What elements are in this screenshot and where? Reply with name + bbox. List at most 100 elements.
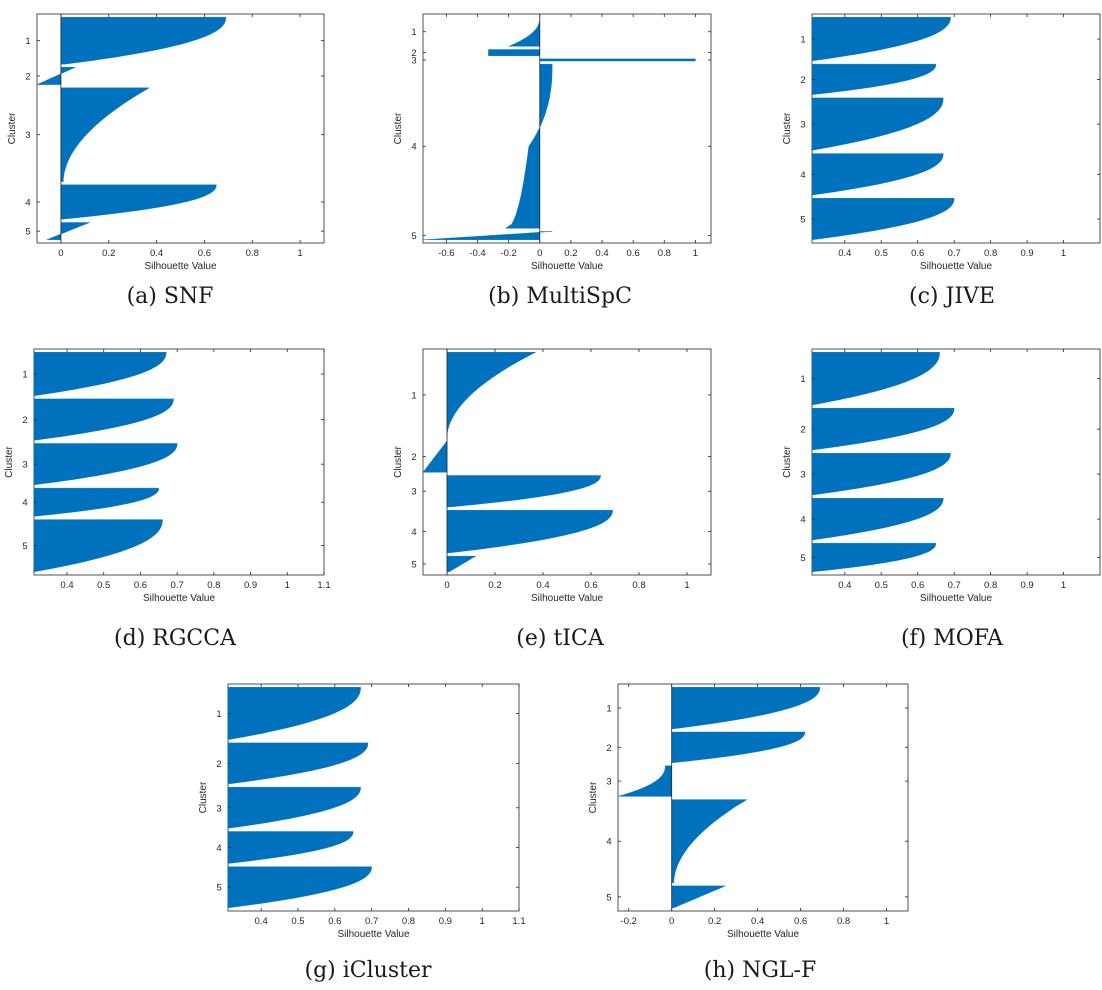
y-tick-label: 2 bbox=[411, 452, 416, 463]
y-axis-label: Cluster bbox=[4, 445, 15, 477]
cluster-3-silhouette bbox=[33, 443, 178, 486]
x-axis-label: Silhouette Value bbox=[531, 261, 604, 272]
cluster-1-silhouette bbox=[811, 352, 940, 406]
cluster-5-silhouette bbox=[811, 543, 937, 573]
x-tick-label: 0.8 bbox=[837, 916, 850, 927]
panel-caption: (c) JIVE bbox=[909, 284, 995, 309]
y-tick-label: 1 bbox=[411, 390, 416, 401]
cluster-5-silhouette bbox=[446, 555, 477, 572]
cluster-4-silhouette bbox=[227, 831, 354, 864]
cluster-1-silhouette bbox=[446, 352, 536, 438]
x-tick-label: 0.7 bbox=[948, 248, 961, 259]
axes-box bbox=[422, 13, 712, 244]
x-tick-label: 0.9 bbox=[439, 916, 452, 927]
panel-caption: (e) tICA bbox=[516, 626, 605, 651]
cluster-2-silhouette bbox=[811, 408, 955, 451]
y-tick-label: 4 bbox=[800, 515, 805, 526]
y-axis-label: Cluster bbox=[393, 445, 404, 477]
cluster-1-silhouette bbox=[811, 17, 951, 62]
y-axis-label: Cluster bbox=[393, 112, 404, 144]
x-tick-label: 0.8 bbox=[658, 248, 671, 259]
y-tick-label: 4 bbox=[411, 527, 416, 538]
x-tick-label: -0.4 bbox=[469, 248, 485, 259]
y-axis-label: Cluster bbox=[7, 112, 18, 144]
cluster-4-silhouette bbox=[671, 799, 748, 883]
x-tick-label: 0.6 bbox=[911, 248, 924, 259]
x-tick-label: 1.1 bbox=[317, 580, 330, 591]
x-tick-label: 0.4 bbox=[595, 248, 608, 259]
silhouette-panel-g: 1 2 3 4 5 0.4 0.5 0.6 0.7 0.8 0.9 1 1.1 Silhouette Va… bbox=[198, 683, 526, 983]
cluster-4-silhouette bbox=[504, 64, 553, 229]
x-axis-label: Silhouette Value bbox=[144, 261, 217, 272]
y-tick-label: 5 bbox=[411, 559, 416, 570]
y-tick-label: 4 bbox=[606, 837, 611, 848]
y-tick-label: 1 bbox=[411, 27, 416, 38]
cluster-3-silhouette bbox=[446, 475, 601, 508]
x-tick-label: 0.9 bbox=[244, 580, 257, 591]
x-tick-label: 0 bbox=[58, 248, 63, 259]
y-tick-label: 5 bbox=[800, 215, 805, 226]
y-tick-label: 3 bbox=[411, 487, 416, 498]
x-tick-label: 0 bbox=[537, 248, 542, 259]
y-tick-label: 5 bbox=[411, 231, 416, 242]
y-tick-label: 3 bbox=[800, 120, 805, 131]
cluster-4-silhouette bbox=[811, 153, 944, 196]
cluster-2-silhouette bbox=[33, 398, 174, 441]
x-tick-label: 1 bbox=[693, 248, 698, 259]
x-tick-label: 0.6 bbox=[794, 916, 807, 927]
y-tick-label: 3 bbox=[22, 460, 27, 471]
y-tick-label: 4 bbox=[216, 843, 221, 854]
x-tick-label: 0.4 bbox=[150, 248, 163, 259]
cluster-5-silhouette bbox=[811, 198, 955, 241]
x-tick-label: 0.9 bbox=[1020, 580, 1033, 591]
y-tick-label: 3 bbox=[216, 803, 221, 814]
x-tick-label: 0.6 bbox=[328, 916, 341, 927]
y-tick-label: 5 bbox=[800, 553, 805, 564]
y-tick-label: 3 bbox=[800, 470, 805, 481]
x-tick-label: 0.4 bbox=[255, 916, 268, 927]
y-axis-label: Cluster bbox=[782, 112, 793, 144]
x-tick-label: 0 bbox=[669, 916, 674, 927]
silhouette-panel-h: 1 2 3 4 5 -0.2 0 0.2 0.4 0.6 0.8 1 Silhouette Value C… bbox=[588, 683, 909, 983]
x-tick-label: 1 bbox=[684, 580, 689, 591]
panel-caption: (a) SNF bbox=[127, 284, 214, 309]
cluster-2-silhouette bbox=[671, 731, 806, 763]
x-tick-label: 0.2 bbox=[708, 916, 721, 927]
y-tick-label: 2 bbox=[606, 743, 611, 754]
x-tick-label: 1 bbox=[1061, 580, 1066, 591]
x-tick-label: 0.7 bbox=[365, 916, 378, 927]
y-tick-label: 5 bbox=[22, 541, 27, 552]
y-tick-label: 3 bbox=[25, 130, 30, 141]
x-tick-label: 0.8 bbox=[984, 248, 997, 259]
y-tick-label: 5 bbox=[216, 883, 221, 894]
cluster-2-silhouette bbox=[36, 67, 76, 85]
y-tick-label: 5 bbox=[606, 892, 611, 903]
x-axis-label: Silhouette Value bbox=[920, 261, 993, 272]
silhouette-panel-d: 1 2 3 4 5 0.4 0.5 0.6 0.7 0.8 0.9 1 1.1 Silhouette Va… bbox=[4, 348, 331, 651]
x-tick-label: 1 bbox=[297, 248, 302, 259]
x-tick-label: 0.6 bbox=[134, 580, 147, 591]
panel-caption: (g) iCluster bbox=[305, 958, 432, 983]
x-tick-label: 0.4 bbox=[751, 916, 764, 927]
x-axis-label: Silhouette Value bbox=[920, 593, 993, 604]
axes-box bbox=[617, 683, 909, 912]
cluster-1-silhouette bbox=[33, 352, 167, 396]
silhouette-panel-c: 1 2 3 4 5 0.4 0.5 0.6 0.7 0.8 0.9 1 Silhouette Value… bbox=[782, 13, 1101, 309]
x-tick-label: 0.7 bbox=[948, 580, 961, 591]
cluster-2-silhouette bbox=[488, 49, 540, 56]
x-tick-label: 0.5 bbox=[875, 580, 888, 591]
x-tick-label: 0.8 bbox=[984, 580, 997, 591]
x-axis-label: Silhouette Value bbox=[727, 929, 800, 940]
y-tick-label: 4 bbox=[411, 142, 416, 153]
panel-caption: (d) RGCCA bbox=[114, 626, 237, 651]
x-tick-label: 0.5 bbox=[97, 580, 110, 591]
x-tick-label: 0.2 bbox=[564, 248, 577, 259]
y-tick-label: 2 bbox=[25, 71, 30, 82]
y-axis-label: Cluster bbox=[588, 781, 599, 813]
cluster-1-silhouette bbox=[671, 687, 821, 729]
cluster-1-silhouette bbox=[508, 17, 540, 47]
x-tick-label: 0.5 bbox=[291, 916, 304, 927]
y-tick-label: 1 bbox=[216, 709, 221, 720]
x-tick-label: 1.1 bbox=[512, 916, 525, 927]
cluster-4-silhouette bbox=[811, 498, 944, 541]
